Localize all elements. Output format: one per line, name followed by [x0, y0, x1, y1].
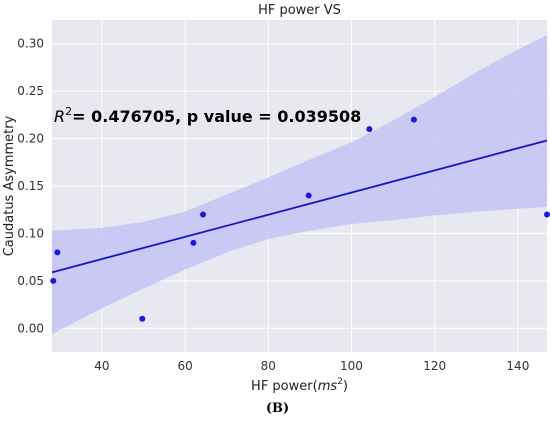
annotation-text: = 0.476705, p value = 0.039508 — [72, 107, 361, 126]
data-point — [366, 126, 373, 133]
y-tick-label: 0.25 — [17, 84, 44, 98]
x-tick-label: 60 — [177, 359, 192, 373]
y-axis-label: Caudatus Asymmetry — [2, 115, 17, 256]
data-points — [50, 116, 550, 322]
y-tick-label: 0.30 — [17, 37, 44, 51]
y-tick-labels: 0.00 0.05 0.10 0.15 0.20 0.25 0.30 — [17, 37, 44, 336]
x-axis-label: HF power(ms2) — [251, 377, 348, 394]
x-axis-label-suffix: ) — [343, 379, 348, 394]
data-point — [199, 211, 206, 218]
y-tick-label: 0.10 — [17, 226, 44, 240]
data-point — [410, 116, 417, 123]
x-axis-label-sup: 2 — [337, 377, 343, 387]
figure-caption: (B) — [266, 401, 289, 416]
data-point — [54, 249, 61, 256]
data-point — [544, 211, 550, 218]
y-tick-label: 0.15 — [17, 179, 44, 193]
data-point — [50, 277, 57, 284]
confidence-band — [52, 35, 547, 334]
data-point — [190, 239, 197, 246]
x-axis-label-prefix: HF power( — [251, 379, 318, 394]
x-tick-label: 100 — [340, 359, 363, 373]
x-axis-label-var: ms — [318, 379, 338, 394]
regression-line — [51, 139, 548, 274]
annotation-r-symbol: R — [54, 107, 65, 126]
annotation-r-sup: 2 — [65, 105, 72, 118]
x-tick-label: 140 — [506, 359, 529, 373]
chart-title: HF power VS — [258, 3, 341, 18]
x-tick-label: 80 — [261, 359, 276, 373]
data-point — [305, 192, 312, 199]
stats-annotation: R2= 0.476705, p value = 0.039508 — [54, 105, 361, 126]
data-point — [139, 315, 146, 322]
y-tick-label: 0.00 — [17, 321, 44, 335]
x-tick-label: 120 — [423, 359, 446, 373]
x-tick-label: 40 — [94, 359, 109, 373]
x-tick-labels: 40 60 80 100 120 140 — [94, 359, 529, 373]
y-tick-label: 0.05 — [17, 274, 44, 288]
y-tick-label: 0.20 — [17, 132, 44, 146]
